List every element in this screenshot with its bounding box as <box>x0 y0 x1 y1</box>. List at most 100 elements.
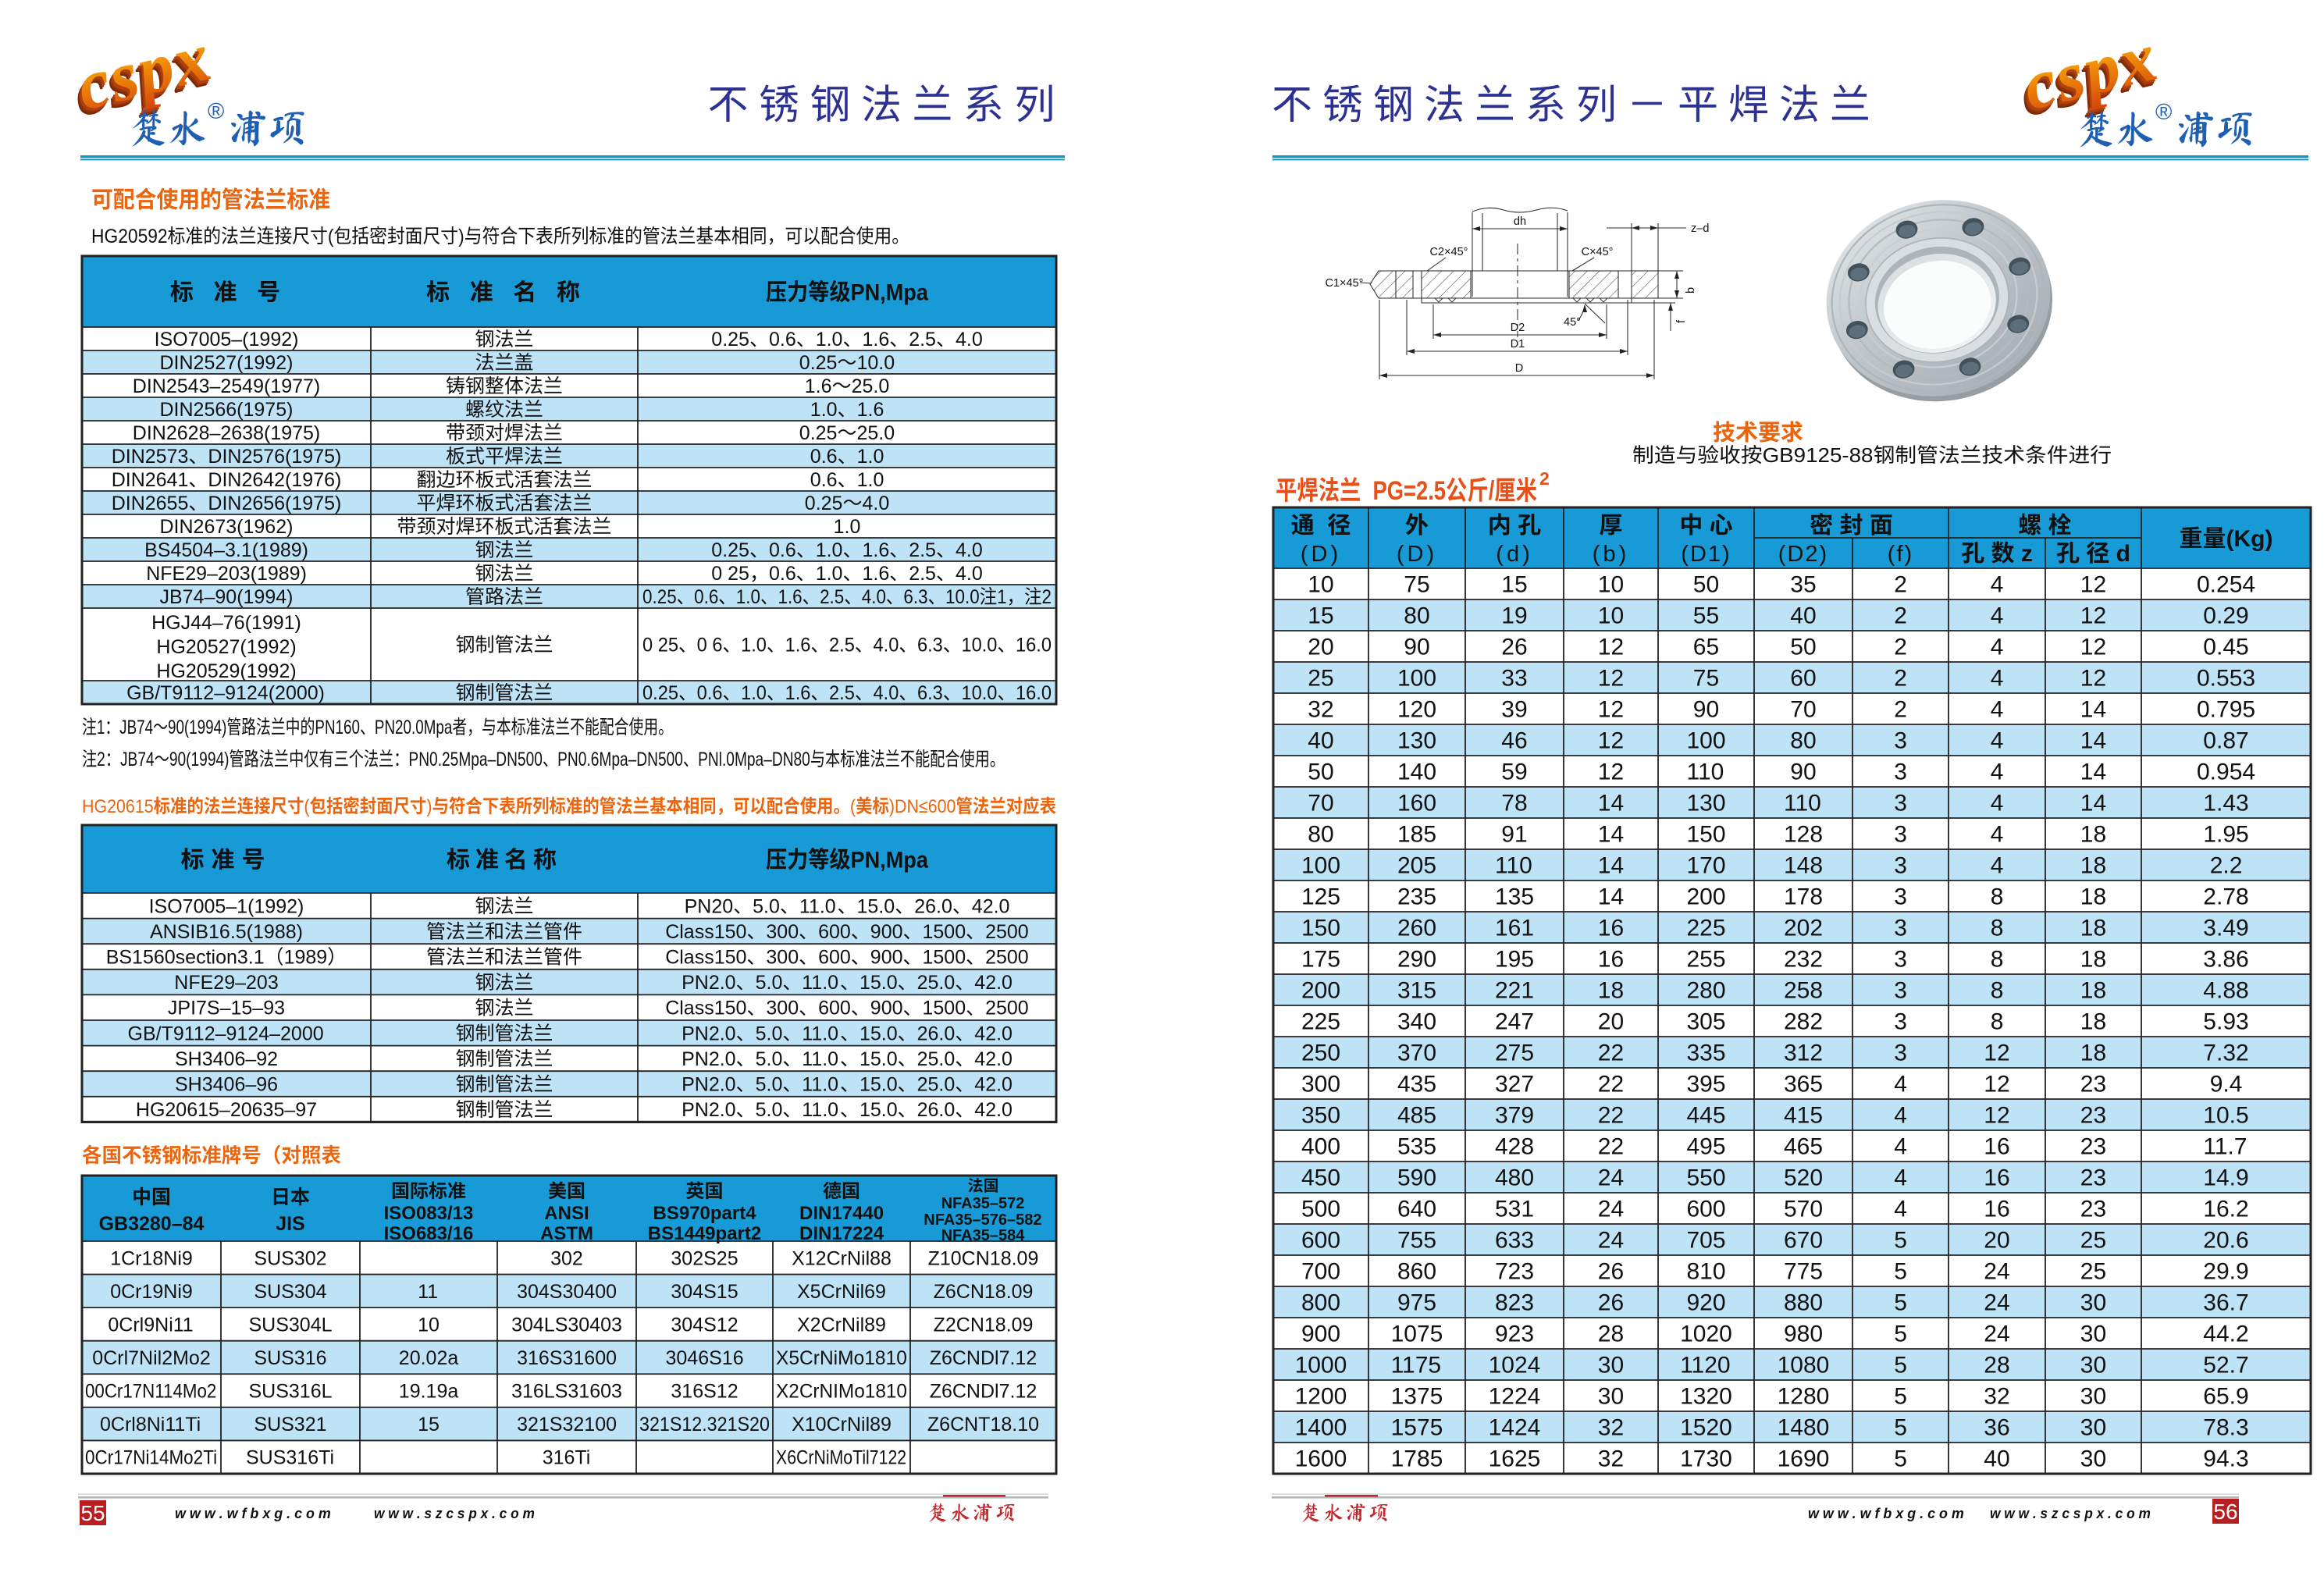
svg-text:22: 22 <box>1598 1134 1624 1160</box>
svg-text:18: 18 <box>2080 884 2106 910</box>
svg-text:14: 14 <box>1598 791 1624 816</box>
svg-text:1.43: 1.43 <box>2203 791 2248 816</box>
svg-text:25.0: 25.0 <box>917 1074 956 1096</box>
svg-text:78.3: 78.3 <box>2203 1415 2248 1441</box>
svg-text:225: 225 <box>1687 916 1726 941</box>
svg-text:535: 535 <box>1397 1134 1436 1160</box>
svg-text:4.88: 4.88 <box>2203 978 2248 1004</box>
svg-text:16: 16 <box>1598 947 1624 973</box>
svg-text:8: 8 <box>1991 978 2004 1004</box>
svg-text:12: 12 <box>2080 603 2106 629</box>
svg-text:DIN2655: DIN2655 <box>112 493 189 514</box>
svg-text:12: 12 <box>1984 1041 2009 1066</box>
svg-text:1.6: 1.6 <box>785 635 811 656</box>
svg-text:52.7: 52.7 <box>2203 1353 2248 1379</box>
svg-text:450: 450 <box>1301 1165 1340 1191</box>
svg-text:75: 75 <box>1404 572 1429 598</box>
svg-text:170: 170 <box>1687 853 1726 879</box>
svg-text:1520: 1520 <box>1680 1415 1732 1441</box>
svg-text:500: 500 <box>1301 1197 1340 1222</box>
svg-text:DIN2656(1975): DIN2656(1975) <box>208 493 341 514</box>
svg-text:1.6: 1.6 <box>857 399 884 421</box>
svg-text:PN2.0: PN2.0 <box>682 1048 735 1070</box>
svg-text:120: 120 <box>1397 697 1436 723</box>
svg-text:D: D <box>1515 362 1523 375</box>
svg-text:15: 15 <box>418 1414 440 1435</box>
svg-text:1024: 1024 <box>1489 1353 1541 1379</box>
svg-text:900: 900 <box>870 921 903 943</box>
svg-text:30: 30 <box>2080 1353 2106 1379</box>
svg-text:25.0: 25.0 <box>917 972 956 994</box>
svg-text:23: 23 <box>2080 1134 2106 1160</box>
svg-text:15.0: 15.0 <box>859 1074 898 1096</box>
svg-text:56: 56 <box>2213 1500 2237 1524</box>
svg-text:65.9: 65.9 <box>2203 1384 2248 1410</box>
svg-text:1500: 1500 <box>923 998 966 1019</box>
svg-text:w w w . w f b x g . c o m: w w w . w f b x g . c o m <box>175 1506 331 1521</box>
svg-text:ISO7005–(1992): ISO7005–(1992) <box>155 329 299 350</box>
svg-text:Class150: Class150 <box>665 921 746 943</box>
svg-text:12: 12 <box>1598 635 1624 660</box>
svg-text:DIN2573: DIN2573 <box>112 446 189 468</box>
svg-text:1.0: 1.0 <box>816 563 843 585</box>
svg-text:5.0: 5.0 <box>756 1048 783 1070</box>
svg-text:0Cr17Ni14Mo2Ti: 0Cr17Ni14Mo2Ti <box>85 1447 217 1469</box>
svg-text:1075: 1075 <box>1391 1322 1443 1347</box>
svg-text:14: 14 <box>2080 760 2106 785</box>
svg-text:640: 640 <box>1397 1197 1436 1222</box>
svg-text:PN2.0: PN2.0 <box>682 1023 735 1044</box>
svg-text:755: 755 <box>1397 1228 1436 1254</box>
svg-text:11.0: 11.0 <box>802 1099 838 1121</box>
svg-text:HG20592: HG20592 <box>91 226 168 247</box>
svg-text:1.6: 1.6 <box>863 539 890 561</box>
svg-text:4: 4 <box>1991 853 2004 879</box>
svg-text:18: 18 <box>2080 1041 2106 1066</box>
svg-text:2.5: 2.5 <box>829 682 855 704</box>
svg-text:920: 920 <box>1687 1290 1726 1316</box>
svg-text:600: 600 <box>1687 1197 1726 1222</box>
svg-text:435: 435 <box>1397 1072 1436 1098</box>
svg-text:44.2: 44.2 <box>2203 1322 2248 1347</box>
svg-text:23: 23 <box>2080 1103 2106 1129</box>
svg-text:40: 40 <box>1984 1446 2009 1472</box>
svg-text:800: 800 <box>1301 1290 1340 1316</box>
svg-text:280: 280 <box>1687 978 1726 1004</box>
svg-text:/: / <box>1489 475 1495 506</box>
svg-text:316LS31603: 316LS31603 <box>511 1381 622 1403</box>
svg-text:7.32: 7.32 <box>2203 1041 2248 1066</box>
svg-text:70: 70 <box>1790 697 1816 723</box>
svg-text:365: 365 <box>1784 1072 1823 1098</box>
svg-text:235: 235 <box>1397 884 1436 910</box>
svg-text:8: 8 <box>1991 947 2004 973</box>
svg-text:26: 26 <box>1598 1290 1624 1316</box>
svg-text:445: 445 <box>1687 1103 1726 1129</box>
svg-text:32: 32 <box>1308 697 1333 723</box>
svg-text:90: 90 <box>1790 760 1816 785</box>
svg-text:300: 300 <box>766 947 799 969</box>
svg-text:0.795: 0.795 <box>2197 697 2255 723</box>
svg-text:80: 80 <box>1308 822 1333 848</box>
svg-text:2: 2 <box>97 749 105 770</box>
svg-text:18: 18 <box>2080 916 2106 941</box>
svg-text:600: 600 <box>818 947 851 969</box>
svg-text:X5CrNil69: X5CrNil69 <box>797 1281 886 1303</box>
svg-text:327: 327 <box>1495 1072 1534 1098</box>
svg-text:42.0: 42.0 <box>972 895 1010 917</box>
svg-text:2500: 2500 <box>985 947 1029 969</box>
svg-text:ISO7005–1(1992): ISO7005–1(1992) <box>149 895 304 917</box>
svg-text:11.0: 11.0 <box>799 895 836 917</box>
svg-text:2.5: 2.5 <box>909 563 936 585</box>
svg-text:0.6: 0.6 <box>769 539 796 561</box>
svg-text:600: 600 <box>818 998 851 1019</box>
svg-text:b: b <box>1685 287 1697 293</box>
svg-text:5.0: 5.0 <box>756 1023 783 1044</box>
svg-text:DIN2566(1975): DIN2566(1975) <box>160 399 294 421</box>
svg-text:5.93: 5.93 <box>2203 1009 2248 1035</box>
svg-text:5.0: 5.0 <box>756 972 783 994</box>
svg-text:5: 5 <box>1894 1322 1907 1347</box>
svg-text:312: 312 <box>1784 1041 1823 1066</box>
svg-text:90(1994): 90(1994) <box>168 716 226 738</box>
svg-text:570: 570 <box>1784 1197 1823 1222</box>
svg-text:PN160: PN160 <box>315 716 360 738</box>
svg-text:16: 16 <box>1984 1165 2009 1191</box>
